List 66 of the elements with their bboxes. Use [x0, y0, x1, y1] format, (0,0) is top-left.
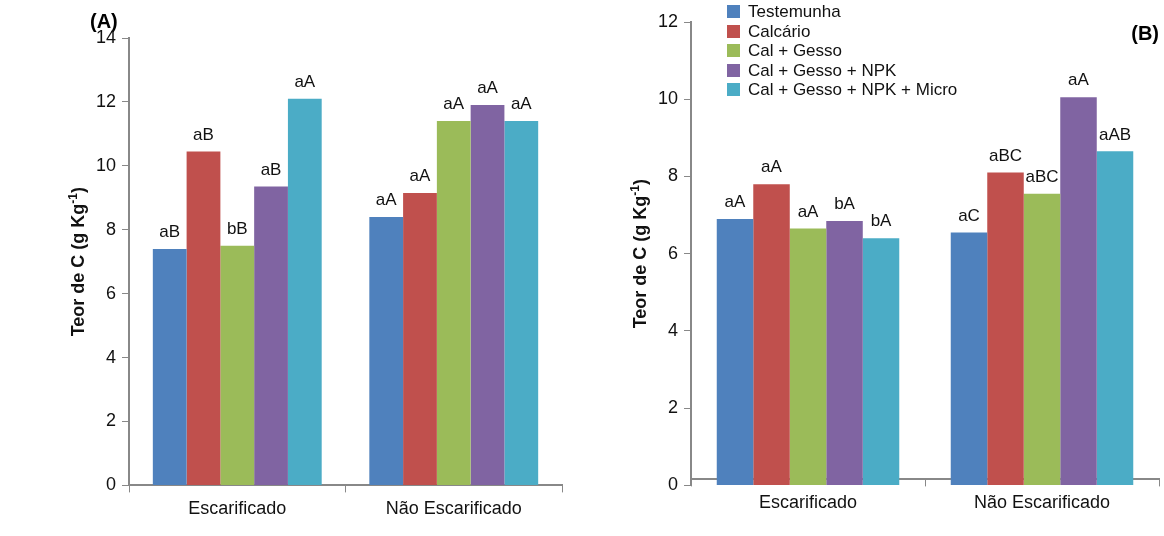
bar — [862, 238, 900, 485]
data-label: aA — [724, 192, 747, 212]
data-label: aA — [761, 157, 783, 177]
bar — [470, 105, 505, 485]
x-tick-label: Escarificado — [758, 492, 858, 513]
data-label: aC — [958, 205, 980, 225]
data-label: aB — [193, 124, 214, 144]
data-label: aB — [260, 159, 282, 179]
bar — [436, 121, 471, 485]
data-label: aA — [1068, 70, 1090, 90]
bar — [152, 248, 187, 485]
data-label: aA — [294, 71, 316, 91]
y-tick-label: 10 — [657, 88, 679, 109]
data-label: aBC — [988, 145, 1023, 165]
bar — [369, 216, 404, 485]
bar — [1096, 151, 1134, 485]
bar — [403, 192, 437, 485]
bar — [1060, 97, 1097, 485]
y-tick-label: 2 — [668, 397, 679, 418]
y-tick-label: 2 — [106, 410, 117, 431]
bar — [789, 228, 827, 485]
y-tick-label: 6 — [668, 242, 679, 263]
y-tick-label: 4 — [668, 319, 679, 340]
bar — [186, 151, 221, 485]
y-tick-label: 12 — [95, 90, 117, 111]
bar — [287, 98, 322, 485]
y-tick-label: 6 — [106, 282, 117, 303]
bar — [826, 220, 863, 485]
data-label: aA — [443, 94, 465, 114]
x-tick-label: Não Escarificado — [973, 492, 1111, 513]
data-label: aA — [375, 190, 398, 210]
data-label: bB — [226, 218, 248, 238]
bar — [950, 232, 988, 485]
data-label: bA — [834, 194, 856, 214]
y-tick-label: 8 — [668, 165, 679, 186]
data-label: bA — [870, 211, 893, 231]
data-label: aA — [510, 94, 533, 114]
y-tick-label: 10 — [95, 154, 117, 175]
x-tick-label: Escarificado — [188, 498, 287, 519]
data-label: aAB — [1098, 124, 1132, 144]
y-tick-label: 0 — [668, 474, 679, 495]
y-tick-label: 8 — [106, 218, 117, 239]
y-axis-title: Teor de C (g Kg-1) — [66, 187, 88, 337]
bar — [254, 186, 288, 485]
bar — [753, 184, 790, 485]
legend-label: Cal + Gesso + NPK + Micro — [748, 80, 958, 100]
bar — [504, 121, 539, 485]
data-label: aBC — [1025, 167, 1059, 187]
legend-label: Calcário — [748, 21, 811, 41]
data-label: aB — [159, 222, 181, 242]
y-tick-label: 4 — [106, 346, 117, 367]
y-tick-label: 12 — [657, 10, 679, 31]
bar — [220, 245, 255, 485]
data-label: aA — [477, 78, 499, 98]
bar — [1023, 193, 1061, 485]
bar — [987, 172, 1024, 485]
data-label: aA — [797, 201, 820, 221]
data-label: aA — [409, 166, 432, 186]
x-tick-label: Não Escarificado — [385, 498, 522, 519]
bar — [716, 218, 754, 485]
y-axis-title: Teor de C (g Kg-1) — [628, 179, 650, 329]
legend-label: Testemunha — [748, 2, 841, 22]
legend-label: Cal + Gesso + NPK — [748, 60, 897, 80]
legend-label: Cal + Gesso — [748, 41, 843, 61]
y-tick-label: 0 — [106, 474, 117, 495]
chart-title: (B) — [1131, 21, 1159, 44]
